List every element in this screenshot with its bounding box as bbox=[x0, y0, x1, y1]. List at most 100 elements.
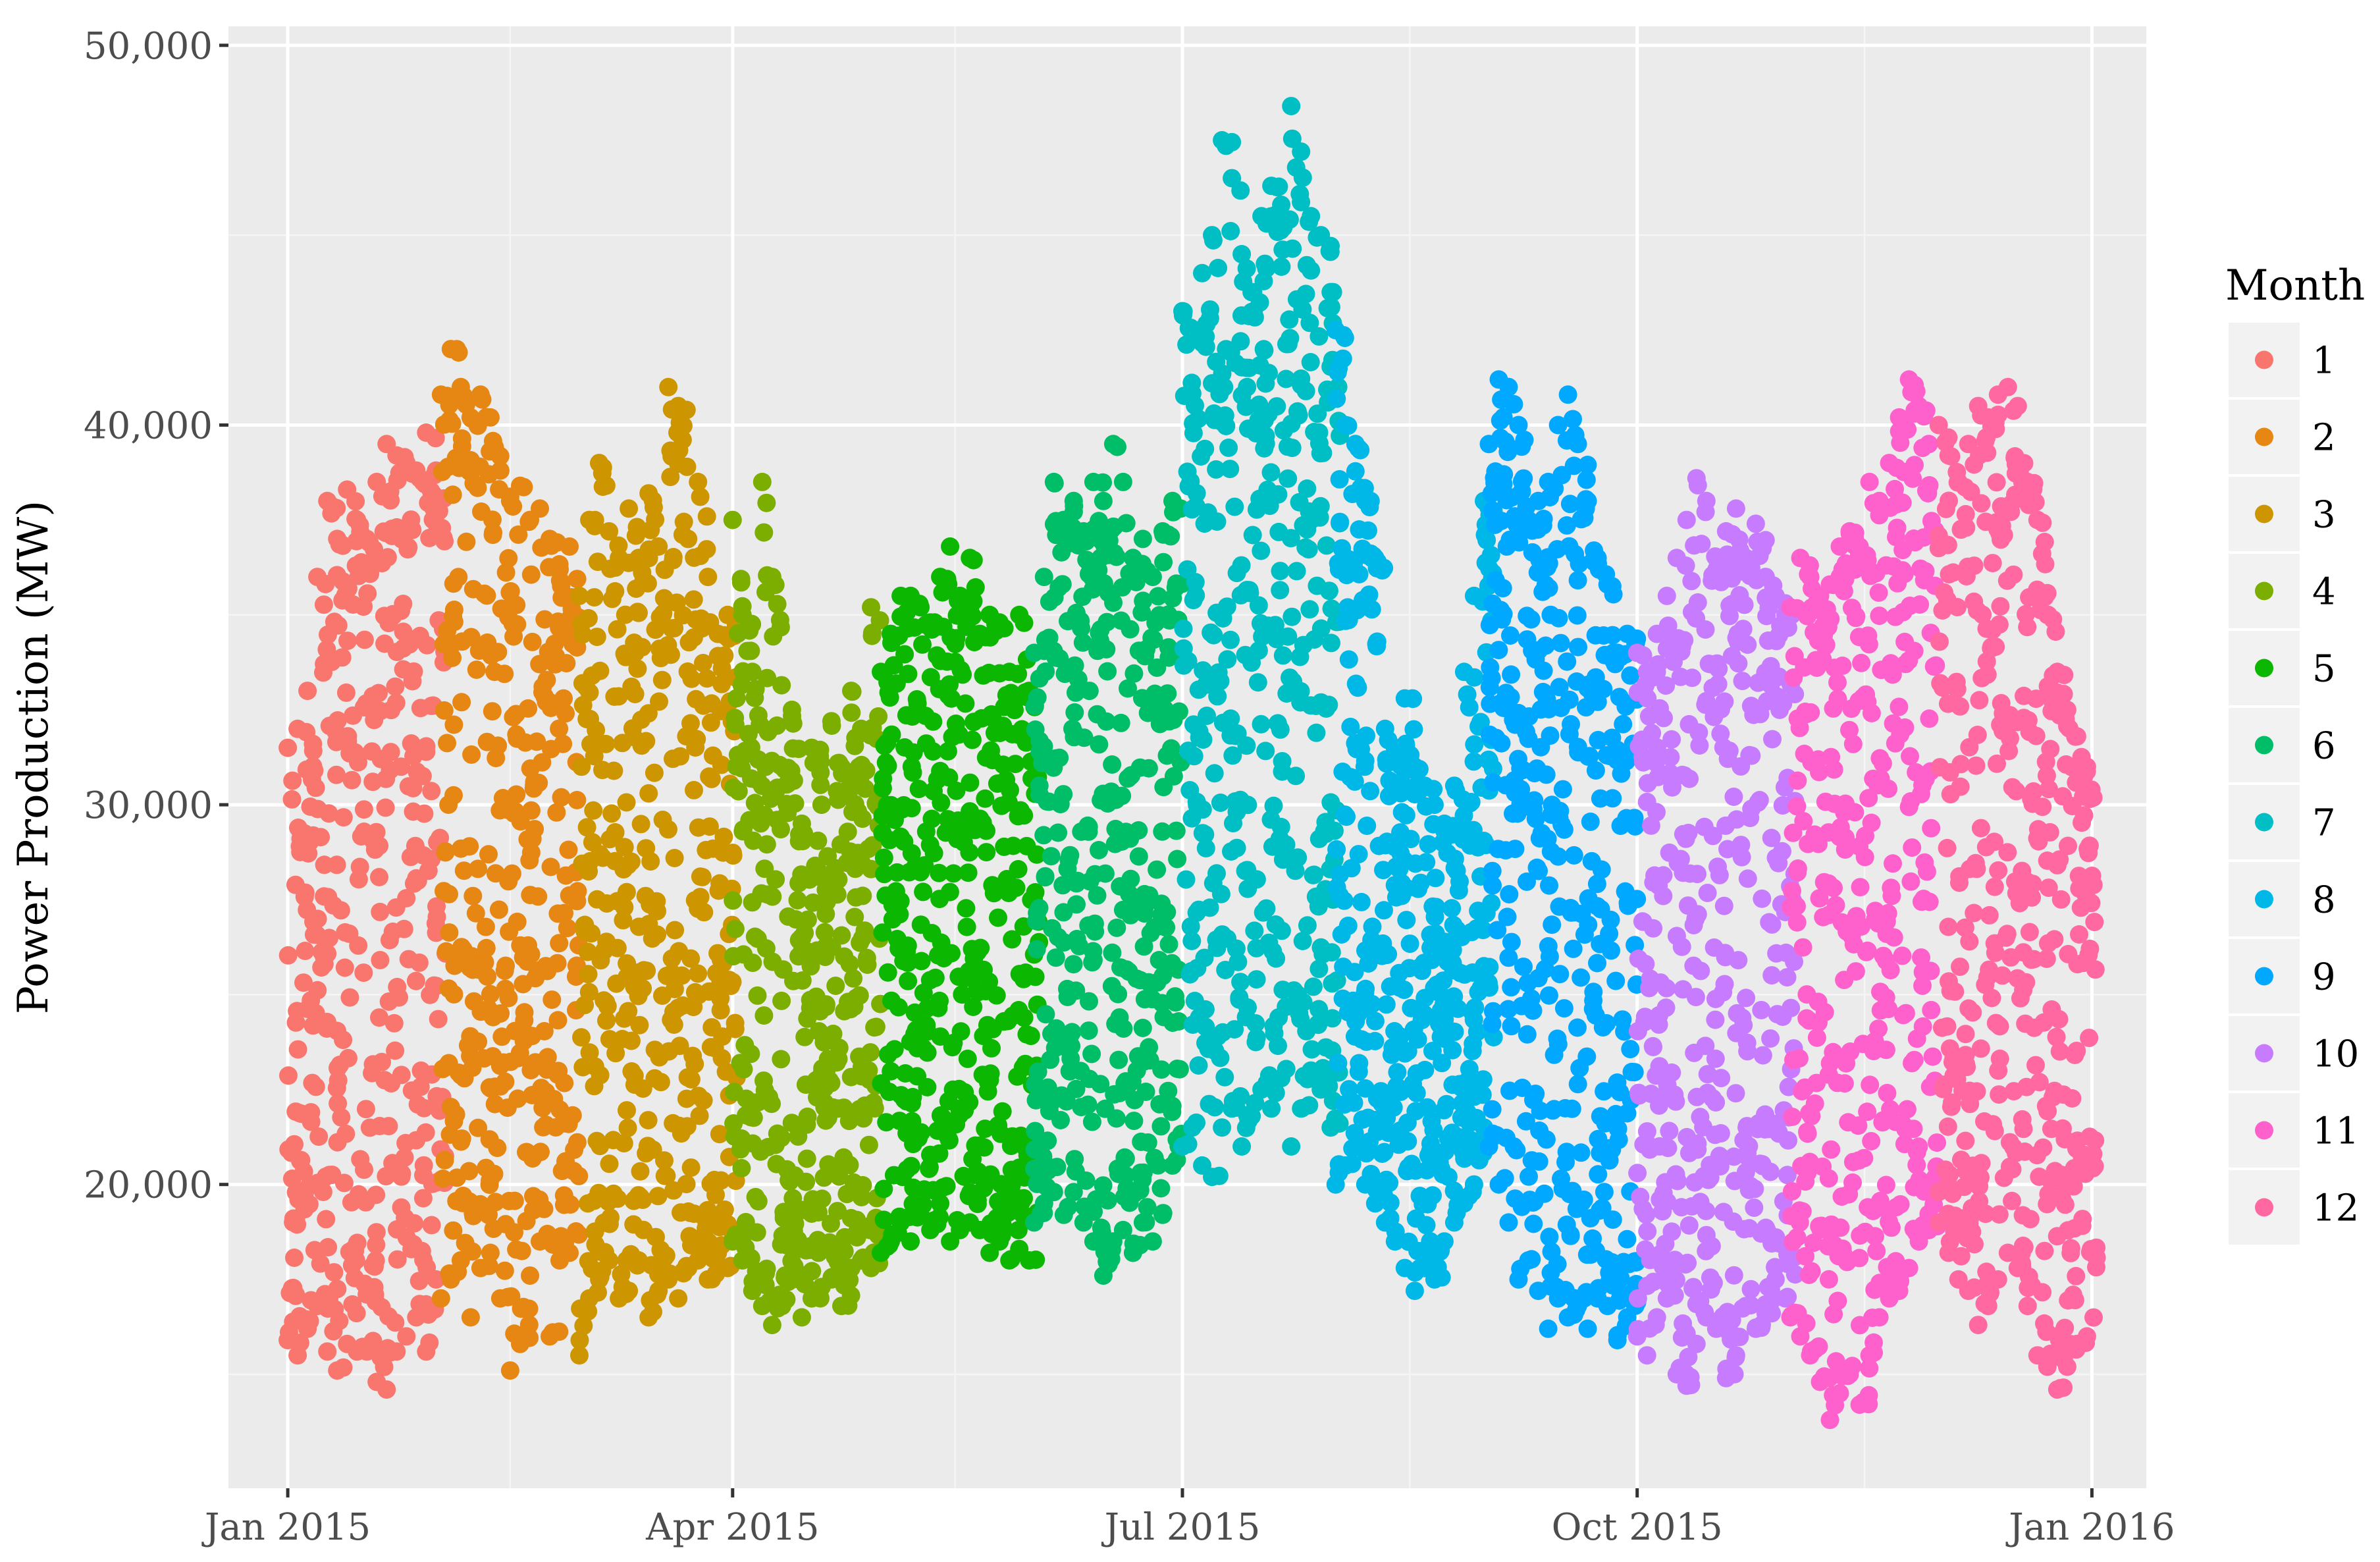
data-point bbox=[1581, 813, 1600, 831]
data-point bbox=[895, 645, 914, 664]
data-point bbox=[1794, 938, 1812, 957]
data-point bbox=[1063, 1023, 1081, 1041]
data-point bbox=[1836, 1074, 1854, 1092]
data-point bbox=[1599, 576, 1617, 594]
data-point bbox=[1747, 1320, 1765, 1338]
data-point bbox=[1151, 1117, 1170, 1135]
data-point bbox=[1163, 1156, 1182, 1175]
data-point bbox=[666, 921, 684, 940]
data-point bbox=[471, 1259, 490, 1278]
data-point bbox=[1980, 906, 1999, 925]
data-point bbox=[1606, 972, 1625, 990]
data-point bbox=[1309, 327, 1328, 346]
data-point bbox=[1939, 918, 1957, 936]
data-point bbox=[622, 1062, 641, 1081]
data-point bbox=[743, 954, 762, 972]
data-point bbox=[1140, 759, 1158, 778]
data-point bbox=[1209, 259, 1227, 277]
data-point bbox=[397, 1327, 415, 1345]
data-point bbox=[298, 682, 317, 700]
data-point bbox=[925, 844, 943, 863]
data-point bbox=[1283, 608, 1301, 626]
data-point bbox=[588, 628, 606, 646]
data-point bbox=[754, 1006, 773, 1025]
data-point bbox=[1766, 587, 1785, 605]
data-point bbox=[1930, 1213, 1948, 1231]
data-point bbox=[1231, 332, 1250, 350]
data-point bbox=[992, 797, 1011, 815]
data-point bbox=[1920, 435, 1938, 453]
data-point bbox=[1593, 861, 1611, 879]
data-point bbox=[1529, 969, 1548, 987]
data-point bbox=[1028, 688, 1047, 707]
data-point bbox=[1502, 978, 1520, 996]
data-point bbox=[1603, 789, 1622, 807]
data-point bbox=[697, 540, 716, 558]
data-point bbox=[1856, 848, 1874, 867]
data-point bbox=[318, 1342, 336, 1360]
data-point bbox=[1668, 927, 1686, 945]
data-point bbox=[763, 568, 781, 586]
data-point bbox=[407, 972, 425, 990]
data-point bbox=[1366, 549, 1385, 567]
data-point bbox=[1321, 283, 1340, 302]
data-point bbox=[1136, 990, 1154, 1009]
data-point bbox=[1858, 1102, 1876, 1121]
data-point bbox=[403, 521, 421, 539]
data-point bbox=[444, 485, 462, 504]
data-point bbox=[1045, 1183, 1063, 1201]
data-point bbox=[1244, 526, 1262, 545]
data-point bbox=[1117, 514, 1136, 533]
data-point bbox=[1715, 897, 1733, 915]
data-point bbox=[959, 1050, 977, 1068]
data-point bbox=[1065, 955, 1083, 973]
data-point bbox=[1657, 979, 1676, 998]
data-point bbox=[283, 790, 302, 809]
data-point bbox=[435, 882, 453, 900]
data-point bbox=[1861, 473, 1879, 491]
data-point bbox=[1918, 863, 1936, 881]
data-point bbox=[568, 791, 586, 809]
data-point bbox=[1360, 585, 1379, 604]
data-point bbox=[1311, 226, 1330, 244]
data-point bbox=[931, 1195, 949, 1213]
data-point bbox=[1591, 1107, 1610, 1125]
data-point bbox=[1965, 1235, 1984, 1253]
data-point bbox=[1311, 497, 1330, 516]
data-point bbox=[1480, 1137, 1498, 1156]
data-point bbox=[645, 764, 664, 782]
data-point bbox=[278, 739, 297, 757]
data-point bbox=[580, 1289, 598, 1308]
data-point bbox=[1524, 1002, 1543, 1020]
data-point bbox=[956, 694, 974, 713]
data-point bbox=[853, 809, 872, 828]
data-point bbox=[1678, 1376, 1696, 1395]
data-point bbox=[1077, 1172, 1096, 1190]
data-point bbox=[1506, 840, 1524, 858]
data-point bbox=[1423, 1186, 1442, 1204]
data-point bbox=[1550, 965, 1569, 983]
data-point bbox=[1124, 664, 1143, 683]
data-point bbox=[1248, 1029, 1266, 1047]
data-point bbox=[467, 660, 486, 679]
data-point bbox=[793, 929, 811, 948]
data-point bbox=[926, 969, 945, 987]
data-point bbox=[488, 1139, 506, 1157]
data-point bbox=[860, 1136, 878, 1154]
data-point bbox=[1520, 1251, 1538, 1270]
data-point bbox=[557, 654, 575, 672]
data-point bbox=[1699, 884, 1717, 902]
data-point bbox=[1831, 1384, 1849, 1403]
data-point bbox=[1991, 520, 2009, 539]
data-point bbox=[811, 776, 830, 794]
data-point bbox=[1935, 583, 1953, 602]
data-point bbox=[1540, 986, 1558, 1005]
data-point bbox=[1628, 643, 1647, 662]
data-point bbox=[1109, 1051, 1128, 1069]
data-point bbox=[490, 900, 508, 919]
data-point bbox=[554, 689, 573, 708]
data-point bbox=[1957, 1025, 1975, 1043]
data-point bbox=[1514, 470, 1533, 488]
data-point bbox=[1302, 261, 1320, 280]
data-point bbox=[334, 1031, 352, 1049]
